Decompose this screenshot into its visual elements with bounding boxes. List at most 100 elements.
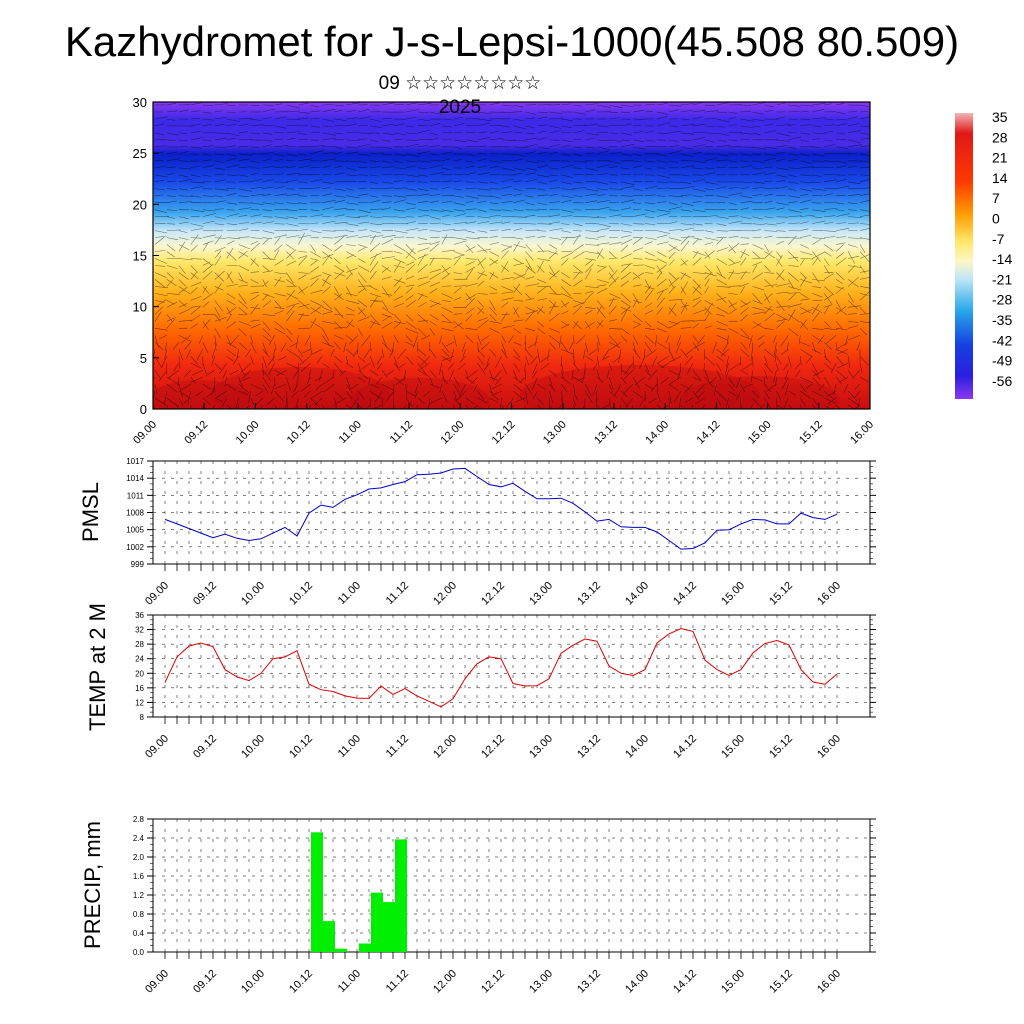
y-tick-label: 2.0 <box>133 853 145 862</box>
x-tick-label: 12.12 <box>479 733 507 761</box>
cross-section-y-axis: 0 5 10 15 20 25 30 <box>133 95 159 417</box>
pmsl-frame <box>152 460 871 565</box>
x-tick-label: 14.12 <box>671 580 699 608</box>
cs-y-tick-label: 5 <box>140 351 147 366</box>
cs-x-tick-label: 14.12 <box>695 419 723 447</box>
x-tick-label: 11.00 <box>336 733 363 760</box>
colorbar: 35 28 21 14 7 0 -7 -14 -21 -28 -35 -42 -49 -56 <box>955 109 1012 399</box>
colorbar-label: -21 <box>992 271 1012 287</box>
colorbar-label: 21 <box>992 150 1008 166</box>
colorbar-label: 28 <box>992 129 1008 145</box>
pmsl-panel: 999 1002 1005 1008 1011 1014 1017 09.00 09.12 10.… <box>78 457 876 608</box>
x-tick-label: 13.00 <box>527 580 555 608</box>
x-tick-label: 15.00 <box>719 733 747 761</box>
x-tick-label: 13.12 <box>575 968 603 996</box>
colorbar-label: 14 <box>992 170 1008 186</box>
temp-panel: 8 12 16 20 24 28 32 36 09.00 09.12 10.00 10.12 11.00… <box>85 603 876 761</box>
wind-barbs-layer <box>153 102 870 409</box>
cs-x-tick-label: 10.12 <box>285 419 313 447</box>
x-tick-label: 10.12 <box>287 968 315 996</box>
y-tick-label: 36 <box>135 611 144 620</box>
x-tick-label: 11.12 <box>384 580 411 607</box>
x-tick-label: 12.12 <box>479 580 507 608</box>
y-tick-label: 16 <box>135 684 144 693</box>
cs-x-tick-label: 11.12 <box>388 419 415 446</box>
cs-x-tick-label: 16.00 <box>848 419 876 447</box>
colorbar-label: -7 <box>992 231 1005 247</box>
cs-x-tick-label: 14.00 <box>643 419 671 447</box>
x-tick-label: 15.00 <box>719 580 747 608</box>
cs-x-tick-label: 15.00 <box>746 419 774 447</box>
y-tick-label: 12 <box>135 698 144 707</box>
temp-series-line <box>164 627 838 708</box>
cs-y-tick-label: 15 <box>133 249 147 264</box>
x-tick-label: 09.12 <box>191 733 219 761</box>
x-tick-label: 15.12 <box>767 968 795 996</box>
pmsl-series-line <box>164 467 838 550</box>
cs-x-tick-label: 10.00 <box>234 419 262 447</box>
cs-x-tick-label: 13.12 <box>592 419 620 447</box>
y-tick-label: 1017 <box>126 457 144 466</box>
y-tick-label: 32 <box>135 626 144 635</box>
x-tick-label: 11.00 <box>336 580 363 607</box>
cs-y-tick-label: 10 <box>133 300 147 315</box>
x-tick-label: 15.00 <box>719 968 747 996</box>
temp-grid <box>153 615 870 717</box>
y-tick-label: 1014 <box>126 474 144 483</box>
colorbar-label: -49 <box>992 353 1012 369</box>
y-tick-label: 28 <box>135 640 144 649</box>
y-tick-label: 2.4 <box>133 834 145 843</box>
colorbar-label: -28 <box>992 292 1012 308</box>
cs-x-tick-label: 11.00 <box>337 419 364 446</box>
x-tick-label: 09.00 <box>143 580 171 608</box>
cross-section-field <box>153 102 870 409</box>
precip-bar <box>371 892 383 952</box>
colorbar-label: -35 <box>992 312 1012 328</box>
cs-y-tick-label: 20 <box>133 197 147 212</box>
x-tick-label: 10.12 <box>287 733 315 761</box>
precip-bar <box>383 902 395 952</box>
cs-y-tick-label: 30 <box>133 95 147 110</box>
cs-y-tick-label: 0 <box>140 402 147 417</box>
temp-ylabel: TEMP at 2 M <box>85 603 110 731</box>
page-subtitle: 09 ☆☆☆☆☆☆☆☆ 2025 <box>378 73 542 118</box>
y-tick-label: 2.8 <box>133 815 145 824</box>
x-tick-label: 10.00 <box>239 968 267 996</box>
y-tick-label: 8 <box>140 713 145 722</box>
x-tick-label: 14.12 <box>671 733 699 761</box>
colorbar-label: -42 <box>992 332 1012 348</box>
y-tick-label: 999 <box>131 560 145 569</box>
precip-bars <box>311 832 407 953</box>
pmsl-ylabel: PMSL <box>78 482 103 542</box>
y-tick-label: 1.2 <box>133 891 145 900</box>
pmsl-grid <box>153 461 870 564</box>
x-tick-label: 13.00 <box>527 733 555 761</box>
x-tick-label: 14.12 <box>671 968 699 996</box>
x-tick-label: 12.00 <box>431 733 459 761</box>
y-tick-label: 0.0 <box>133 948 145 957</box>
x-tick-label: 09.00 <box>143 968 171 996</box>
x-tick-label: 11.00 <box>336 968 363 995</box>
precip-frame <box>152 818 871 953</box>
y-tick-label: 1008 <box>126 509 144 518</box>
cs-x-tick-label: 09.12 <box>182 419 210 447</box>
precip-bar <box>335 948 347 952</box>
x-tick-label: 11.12 <box>384 968 411 995</box>
x-tick-label: 15.12 <box>767 733 795 761</box>
cs-x-tick-label: 15.12 <box>797 419 825 447</box>
cs-x-tick-label: 13.00 <box>541 419 569 447</box>
x-tick-label: 14.00 <box>623 580 651 608</box>
x-tick-label: 09.00 <box>143 733 171 761</box>
colorbar-label: 35 <box>992 109 1008 125</box>
precip-bar <box>311 832 323 952</box>
x-tick-label: 12.12 <box>479 968 507 996</box>
precip-grid <box>153 819 870 952</box>
x-tick-label: 16.00 <box>815 733 843 761</box>
precip-axes: 0.0 0.4 0.8 1.2 1.6 2.0 2.4 2.8 09.00 09.12 10.00 1… <box>133 815 876 996</box>
x-tick-label: 10.00 <box>239 580 267 608</box>
precip-ylabel: PRECIP, mm <box>80 821 105 949</box>
x-tick-label: 15.12 <box>767 580 795 608</box>
y-tick-label: 1005 <box>126 526 144 535</box>
y-tick-label: 1002 <box>126 543 144 552</box>
